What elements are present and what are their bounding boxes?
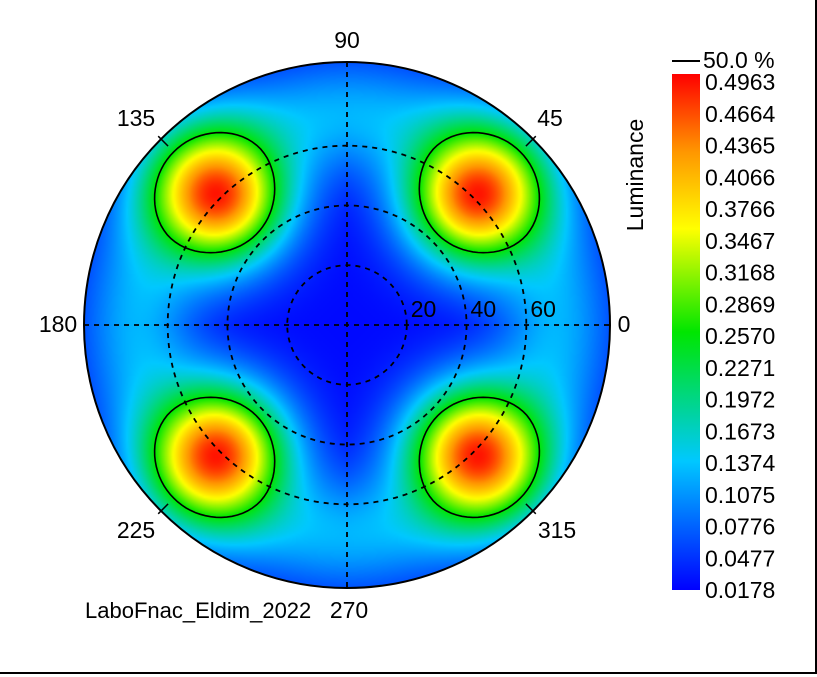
contour-legend-label: 50.0 % bbox=[703, 47, 775, 73]
colorbar-tick-label: 0.1075 bbox=[705, 482, 775, 508]
radial-label-40: 40 bbox=[471, 296, 497, 322]
colorbar-ticks: 0.4963 0.4664 0.4365 0.4066 0.3766 0.3467 0.31… bbox=[705, 69, 776, 603]
outer-circle bbox=[83, 61, 611, 589]
azimuth-labels: 0 45 90 135 180 225 270 315 bbox=[39, 27, 631, 623]
colorbar-tick-label: 0.1673 bbox=[705, 418, 775, 444]
outer-tick-225 bbox=[157, 503, 169, 515]
colorbar-tick-label: 0.4664 bbox=[705, 101, 776, 127]
outer-tick-135 bbox=[157, 135, 169, 147]
outer-tick-45 bbox=[525, 135, 537, 147]
colorbar-tick-label: 0.0776 bbox=[705, 514, 775, 540]
outer-tick-315 bbox=[525, 503, 537, 515]
contour-line bbox=[418, 131, 541, 254]
colorbar-tick-label: 0.2869 bbox=[705, 291, 775, 317]
colorbar-tick-label: 0.1972 bbox=[705, 387, 775, 413]
azimuth-label-315: 315 bbox=[538, 517, 576, 543]
azimuth-label-270: 270 bbox=[330, 597, 368, 623]
footer-label: LaboFnac_Eldim_2022 bbox=[85, 598, 311, 623]
colorbar-tick-label: 0.4365 bbox=[705, 133, 775, 159]
colorbar-tick-label: 0.4066 bbox=[705, 164, 775, 190]
contour-line bbox=[153, 396, 276, 519]
colorbar-tick-label: 0.0477 bbox=[705, 545, 775, 571]
colorbar-tick-label: 0.0178 bbox=[705, 577, 775, 603]
colorbar: 50.0 % Luminance 0.4963 0.4664 0.4365 0.406… bbox=[622, 47, 776, 603]
colorbar-title: Luminance bbox=[622, 119, 648, 232]
azimuth-label-225: 225 bbox=[117, 517, 155, 543]
colorbar-tick-label: 0.4963 bbox=[705, 69, 775, 95]
colorbar-tick-label: 0.3168 bbox=[705, 260, 775, 286]
azimuth-label-0: 0 bbox=[618, 311, 631, 337]
azimuth-label-135: 135 bbox=[117, 105, 155, 131]
contour-line bbox=[418, 396, 541, 519]
colorbar-tick-label: 0.3467 bbox=[705, 228, 775, 254]
radial-label-20: 20 bbox=[411, 296, 437, 322]
azimuth-label-45: 45 bbox=[537, 105, 563, 131]
azimuth-label-90: 90 bbox=[334, 27, 360, 53]
contour-lines bbox=[153, 131, 541, 519]
colorbar-tick-label: 0.2271 bbox=[705, 355, 775, 381]
colorbar-tick-label: 0.3766 bbox=[705, 196, 775, 222]
radial-labels: 20 40 60 bbox=[411, 296, 556, 322]
radial-label-60: 60 bbox=[530, 296, 556, 322]
colorbar-tick-label: 0.1374 bbox=[705, 450, 776, 476]
polar-grid bbox=[84, 62, 610, 588]
colorbar-gradient bbox=[672, 74, 700, 590]
colorbar-tick-label: 0.2570 bbox=[705, 323, 775, 349]
azimuth-label-180: 180 bbox=[39, 311, 77, 337]
contour-line bbox=[153, 131, 276, 254]
